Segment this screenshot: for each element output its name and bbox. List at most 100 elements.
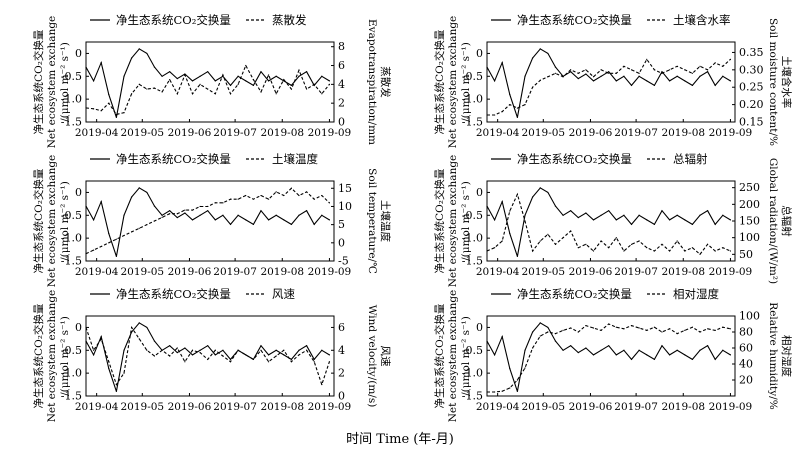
data-point-nee xyxy=(245,219,247,221)
data-point-second xyxy=(562,76,564,78)
x-tick-label: 2019-06 xyxy=(569,266,613,278)
data-point-nee xyxy=(252,223,254,226)
data-point-nee xyxy=(93,219,95,221)
data-point-nee xyxy=(509,367,511,370)
data-point-nee xyxy=(229,84,232,87)
data-point-nee xyxy=(554,340,557,342)
y2-label-line: 蒸散发 xyxy=(379,66,392,98)
data-point-nee xyxy=(176,77,178,80)
data-point-nee xyxy=(623,214,625,216)
data-point-second xyxy=(585,243,587,245)
data-point-nee xyxy=(222,349,224,351)
data-point-nee xyxy=(184,212,186,214)
data-point-second xyxy=(131,231,133,233)
legend-label-second: 相对湿度 xyxy=(673,287,719,301)
data-point-second xyxy=(153,87,156,89)
data-point-second xyxy=(570,230,572,232)
data-point-second xyxy=(290,361,292,363)
data-point-second xyxy=(532,250,534,252)
data-point-nee xyxy=(85,66,87,68)
data-point-second xyxy=(306,191,308,193)
data-point-nee xyxy=(138,48,140,50)
data-point-second xyxy=(509,387,511,389)
x-tick-label: 2019-07 xyxy=(614,401,658,413)
data-point-second xyxy=(516,193,519,195)
data-point-second xyxy=(138,338,140,340)
data-point-nee xyxy=(191,354,194,356)
data-point-second xyxy=(207,205,209,208)
legend-label-second: 土壤温度 xyxy=(272,152,318,166)
data-point-nee xyxy=(85,340,87,342)
y-tick-label: -0.5 xyxy=(462,344,483,357)
data-point-nee xyxy=(684,354,686,356)
y-label-line: Net ecosystem exchange xyxy=(46,155,58,288)
x-tick-label: 2019-05 xyxy=(120,266,164,278)
data-point-second xyxy=(615,326,617,328)
data-point-second xyxy=(630,69,633,71)
data-point-second xyxy=(524,220,526,222)
y-label-line: /(μmol m⁻² s⁻¹) xyxy=(460,316,472,396)
x-tick-label: 2019-05 xyxy=(521,266,565,278)
y-axis-label-left: 净生态系统CO₂交换量 Net ecosystem exchange/(μmol … xyxy=(433,290,472,423)
data-point-nee xyxy=(532,331,534,333)
data-point-nee xyxy=(108,367,110,370)
data-point-nee xyxy=(592,80,595,82)
y2-tick-label: 0 xyxy=(338,390,345,403)
data-point-nee xyxy=(722,214,724,216)
data-point-nee xyxy=(600,349,602,351)
data-point-second xyxy=(260,194,262,197)
data-point-nee xyxy=(85,205,87,207)
data-point-nee xyxy=(722,349,724,351)
data-point-second xyxy=(169,213,171,215)
data-point-nee xyxy=(554,205,557,207)
y2-label-line: Relative humidity/% xyxy=(767,302,779,409)
data-point-second xyxy=(275,355,277,357)
y2-tick-label: 2 xyxy=(338,367,345,380)
y-axis-label-left: 净生态系统CO₂交换量 Net ecosystem exchange/(μmol … xyxy=(32,155,71,288)
data-point-nee xyxy=(275,214,277,216)
plot-frame xyxy=(85,315,335,397)
x-tick-label: 2019-04 xyxy=(476,401,520,413)
y2-tick-label: 6 xyxy=(338,321,345,334)
data-point-nee xyxy=(539,322,541,324)
data-point-nee xyxy=(699,75,701,77)
y-tick-label: -1.0 xyxy=(61,367,82,380)
data-point-second xyxy=(237,198,239,200)
data-point-second xyxy=(328,202,331,204)
data-point-nee xyxy=(615,354,617,356)
data-point-nee xyxy=(646,219,648,221)
x-tick-label: 2019-05 xyxy=(521,127,565,139)
x-tick-label: 2019-04 xyxy=(476,266,520,278)
data-point-second xyxy=(184,361,186,363)
data-point-second xyxy=(245,64,247,67)
y-tick-label: -0.5 xyxy=(61,344,82,357)
y2-label-line: 土壤含水率 xyxy=(780,56,793,109)
y-label-line: /(μmol m⁻² s⁻¹) xyxy=(460,181,472,261)
y-tick-label: -1.5 xyxy=(61,116,82,129)
data-point-second xyxy=(623,328,625,330)
data-point-second xyxy=(486,391,488,393)
data-point-nee xyxy=(714,358,716,361)
data-point-second xyxy=(501,110,503,113)
y-tick-label: -1.0 xyxy=(462,93,483,106)
data-point-second xyxy=(199,205,201,208)
data-point-second xyxy=(494,114,496,116)
data-point-nee xyxy=(577,351,579,354)
data-point-nee xyxy=(509,93,511,96)
data-point-second xyxy=(161,91,163,93)
data-point-second xyxy=(252,79,254,81)
data-point-nee xyxy=(570,210,572,212)
data-point-second xyxy=(562,329,564,331)
data-point-nee xyxy=(592,354,595,356)
data-point-second xyxy=(646,247,648,249)
y2-tick-label: 20 xyxy=(739,374,753,387)
y-label-line: 净生态系统CO₂交换量 xyxy=(433,303,446,408)
data-point-second xyxy=(691,326,693,328)
data-point-second xyxy=(245,354,247,356)
x-tick-label: 2019-06 xyxy=(569,401,613,413)
data-point-second xyxy=(630,325,633,327)
